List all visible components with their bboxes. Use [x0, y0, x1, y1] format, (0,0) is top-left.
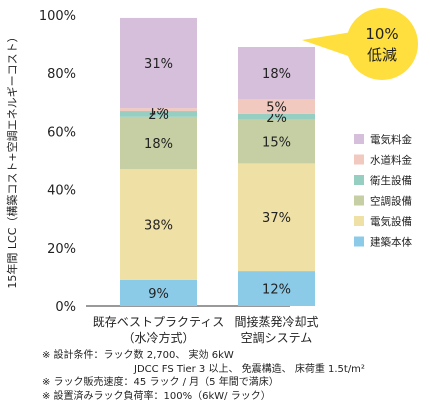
reduction-callout: 10% 低減 [302, 8, 418, 80]
legend-label: 建築本体 [370, 236, 412, 249]
y-tick-label: 40% [47, 184, 76, 199]
legend-swatch [354, 236, 364, 247]
bar-segment [120, 108, 197, 112]
bar-segment [238, 119, 315, 164]
data-label: 15% [262, 136, 291, 151]
legend-label: 電気料金 [370, 133, 412, 146]
bar-segment [120, 169, 197, 280]
y-tick-label: 0% [55, 300, 76, 315]
bar-segment [120, 116, 197, 170]
data-label: 37% [262, 211, 291, 226]
bars: 9%38%18%2%1%31%12%37%15%2%5%18% [120, 17, 315, 306]
legend-label: 電気設備 [370, 215, 412, 228]
y-tick-label: 20% [47, 242, 76, 257]
bar-segment [238, 113, 315, 120]
category-label-line2: 空調システム [241, 331, 313, 345]
legend-swatch [354, 195, 364, 206]
legend-label: 水道料金 [370, 154, 412, 167]
bar-segment [238, 47, 315, 100]
bar-segment [120, 111, 197, 117]
data-label: 18% [144, 137, 173, 152]
legend-label: 衛生設備 [370, 174, 412, 187]
data-label: 12% [262, 283, 291, 298]
category-label-line1: 間接蒸発冷却式 [234, 314, 318, 329]
data-label: 31% [144, 57, 173, 72]
footnote-rack-load-rate: ※ 設置済みラック負荷率：100%（6kW/ ラック） [42, 390, 271, 402]
data-label: 38% [144, 219, 173, 234]
data-label: 9% [148, 287, 169, 302]
footnotes: ※ 設計条件：ラック数 2,700、 実効 6kW JDCC FS Tier 3… [42, 349, 427, 403]
footnote-rack-sales-speed: ※ ラック販売速度：45 ラック / 月（5 年間で満床） [42, 377, 279, 388]
bar-segment [120, 17, 197, 109]
callout-bubble [346, 8, 418, 80]
bar-segment [120, 279, 197, 306]
bar-segment [238, 271, 315, 306]
data-label: 2% [266, 111, 287, 126]
footnote-design-conditions-cont: JDCC FS Tier 3 以上、 免震構造、 床荷重 1.5t/m² [134, 363, 365, 375]
legend-swatch [354, 216, 364, 226]
y-tick-label: 60% [47, 125, 76, 140]
bar-segment [238, 99, 315, 114]
category-label-line2: （水冷方式） [122, 330, 194, 345]
y-tick-label: 80% [47, 67, 76, 82]
lcc-stacked-bar-chart: 10% 低減 0%20%40%60%80%100% 9%38%18%2%1%31… [5, 8, 418, 345]
data-label: 5% [266, 101, 287, 116]
y-axis-title: 15年間 LCC（構築コスト+空調エネルギーコスト） [5, 31, 19, 288]
category-label-line1: 既存ベストプラクティス [93, 315, 225, 329]
callout-label: 低減 [367, 46, 397, 64]
data-label: 2% [148, 108, 169, 123]
callout-pointer [302, 32, 354, 58]
callout-percent: 10% [365, 25, 398, 43]
legend-swatch [354, 175, 364, 185]
y-tick-label: 100% [39, 9, 76, 24]
legend-label: 空調設備 [370, 195, 412, 208]
legend-swatch [354, 134, 364, 144]
legend-swatch [354, 154, 364, 165]
bar-segment [238, 163, 315, 272]
data-label: 18% [262, 67, 291, 82]
footnote-design-conditions: ※ 設計条件：ラック数 2,700、 実効 6kW [42, 350, 234, 361]
